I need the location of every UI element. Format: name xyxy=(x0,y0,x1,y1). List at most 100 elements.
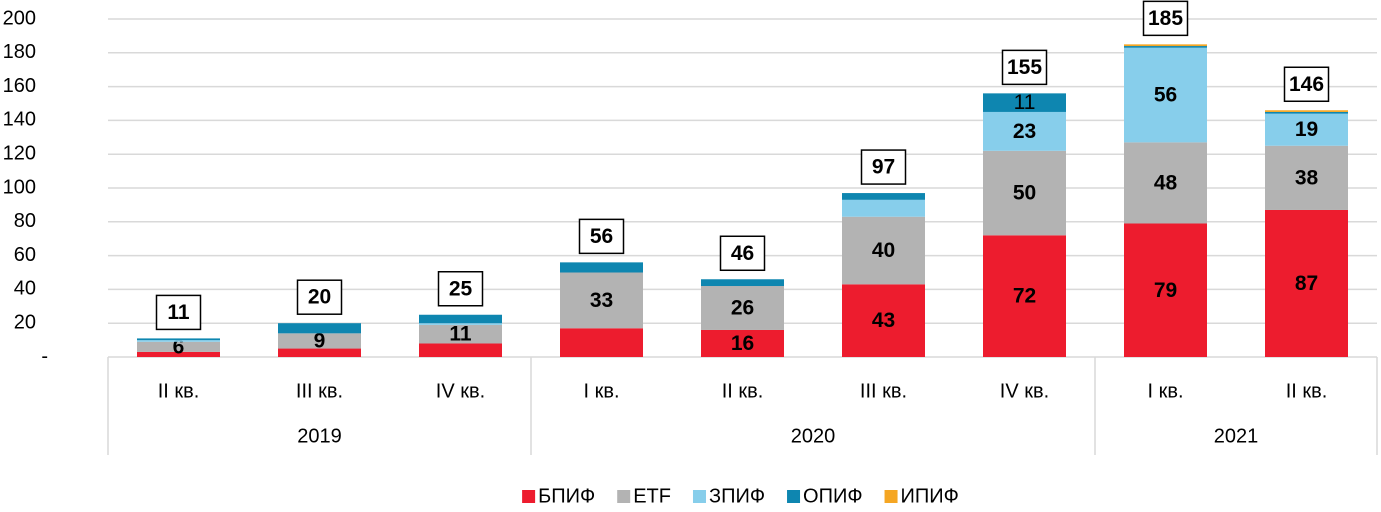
data-label: 16 xyxy=(731,332,754,355)
total-box xyxy=(1283,66,1330,103)
data-label: 11 xyxy=(1014,91,1036,114)
x-tick-label: II кв. xyxy=(158,380,200,402)
total-label: 56 xyxy=(590,225,613,248)
bar-segment xyxy=(560,262,643,273)
y-tick-label: 120 xyxy=(3,142,36,164)
total-box xyxy=(296,279,343,315)
bar-segment xyxy=(419,324,502,344)
y-tick-label: 60 xyxy=(14,244,36,266)
y-tick-label: 160 xyxy=(3,75,36,97)
total-box xyxy=(1001,49,1048,86)
total-label: 185 xyxy=(1148,7,1183,30)
data-label: 56 xyxy=(1154,84,1177,107)
bar-segment xyxy=(278,348,361,357)
bar-segment xyxy=(137,340,220,342)
total-label: 46 xyxy=(731,242,754,265)
bar-segment xyxy=(137,341,220,352)
data-label: 23 xyxy=(1013,120,1036,143)
legend-label: БПИФ xyxy=(538,485,595,507)
data-label: 48 xyxy=(1154,171,1178,194)
total-box xyxy=(578,218,625,255)
group-label: 2021 xyxy=(1214,425,1259,447)
total-box xyxy=(437,271,484,307)
y-tick-label: - xyxy=(41,345,48,367)
bar-segment xyxy=(278,333,361,349)
bar-segment xyxy=(137,338,220,341)
y-tick-label: 100 xyxy=(3,176,36,198)
x-tick-label: IV кв. xyxy=(1000,380,1049,402)
bar-segment xyxy=(701,286,784,330)
legend-swatch xyxy=(884,490,898,503)
legend-swatch xyxy=(522,490,536,503)
data-label: 26 xyxy=(731,297,754,320)
bar-segment xyxy=(419,314,502,324)
bar-segment xyxy=(1124,46,1207,48)
bar-segment xyxy=(1265,110,1348,112)
bar-segment xyxy=(137,351,220,357)
data-label: 79 xyxy=(1154,279,1177,302)
bar-segment xyxy=(1265,113,1348,146)
bar-segment xyxy=(1265,145,1348,210)
y-tick-label: 40 xyxy=(14,278,36,300)
bar-segment xyxy=(1124,142,1207,224)
x-tick-label: I кв. xyxy=(583,380,619,402)
legend: БПИФ ETF ЗПИФ ОПИФ ИПИФ xyxy=(522,485,959,507)
bar-segment xyxy=(701,279,784,287)
y-tick-label: 200 xyxy=(3,7,36,29)
bar-segment xyxy=(1265,111,1348,114)
y-tick-label: 20 xyxy=(14,311,36,333)
bar-segment xyxy=(983,93,1066,112)
data-label: 40 xyxy=(872,239,895,262)
total-box xyxy=(1142,0,1189,37)
total-label: 97 xyxy=(872,156,895,179)
total-label: 11 xyxy=(167,301,190,324)
bar-segment xyxy=(1265,209,1348,357)
bar-segment xyxy=(419,343,502,357)
legend-label: ИПИФ xyxy=(901,485,959,507)
data-label: 72 xyxy=(1013,285,1036,308)
x-tick-label: III кв. xyxy=(860,380,907,402)
data-label: 43 xyxy=(872,309,895,332)
bar-segment xyxy=(701,329,784,357)
data-label: 11 xyxy=(449,323,472,346)
y-tick-label: 180 xyxy=(3,41,36,63)
total-label: 25 xyxy=(449,277,473,300)
total-label: 146 xyxy=(1289,73,1324,96)
x-tick-label: IV кв. xyxy=(436,380,485,402)
group-label: 2019 xyxy=(297,425,342,447)
bar-segment xyxy=(983,111,1066,151)
bar-segment xyxy=(1124,47,1207,143)
data-label: 87 xyxy=(1295,272,1318,295)
bar-segment xyxy=(1124,44,1207,47)
legend-swatch xyxy=(787,490,801,503)
bar-segment xyxy=(842,284,925,357)
bar-segment xyxy=(1124,223,1207,357)
data-label: 6 xyxy=(173,335,185,358)
bar-segment xyxy=(419,323,502,325)
legend-label: ЗПИФ xyxy=(709,485,765,507)
total-box xyxy=(155,294,202,331)
bar-segment xyxy=(983,150,1066,236)
data-label: 38 xyxy=(1295,166,1319,189)
bar-segment xyxy=(842,199,925,217)
legend-swatch xyxy=(617,490,631,503)
x-tick-label: I кв. xyxy=(1147,380,1183,402)
data-label: 19 xyxy=(1295,118,1318,141)
legend-label: ОПИФ xyxy=(803,485,863,507)
legend-label: ETF xyxy=(633,485,671,507)
data-label: 50 xyxy=(1013,182,1036,205)
bar-segment xyxy=(842,216,925,285)
data-label: 9 xyxy=(314,329,326,352)
bar-segment xyxy=(560,272,643,329)
bar-segment xyxy=(983,235,1066,357)
y-tick-label: 140 xyxy=(3,109,36,131)
total-box xyxy=(719,235,766,272)
total-label: 20 xyxy=(308,286,331,309)
x-tick-label: III кв. xyxy=(296,380,343,402)
x-tick-label: II кв. xyxy=(1286,380,1328,402)
y-tick-label: 80 xyxy=(14,210,36,232)
data-label: 33 xyxy=(590,289,613,312)
total-box xyxy=(860,149,907,185)
bar-segment xyxy=(842,193,925,200)
